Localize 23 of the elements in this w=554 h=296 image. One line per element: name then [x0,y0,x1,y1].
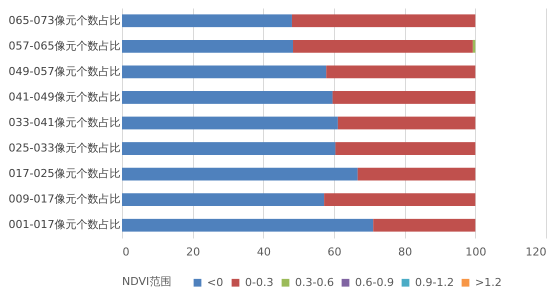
x-tick-label: 0 [122,246,130,258]
x-tick-label: 120 [526,246,546,258]
y-tick-label: 057-065像元个数占比 [8,39,120,52]
x-tick-label: 20 [186,246,200,258]
x-tick-label: 80 [398,246,412,258]
legend-label: 0-0.3 [245,276,274,289]
legend-label: 0.6-0.9 [355,276,394,289]
y-tick-label: 049-057像元个数占比 [8,64,120,78]
y-tick-label: 033-041像元个数占比 [8,116,120,129]
x-tick-label: 100 [465,246,486,258]
legend-title: NDVI范围 [122,275,172,288]
y-tick-label: 025-033像元个数占比 [8,142,120,155]
y-tick-label: 001-017像元个数占比 [8,218,120,232]
y-tick-label: 065-073像元个数占比 [8,14,120,27]
y-tick-label: 009-017像元个数占比 [8,192,120,206]
legend-label: 0.3-0.6 [295,276,334,289]
x-tick-label: 60 [328,246,342,258]
y-tick-label: 017-025像元个数占比 [8,167,120,180]
y-tick-label: 041-049像元个数占比 [8,90,120,104]
x-tick-label: 40 [256,246,271,258]
legend-label: <0 [207,276,224,289]
legend-label: 0.9-1.2 [415,276,454,289]
legend-label: >1.2 [475,276,502,289]
